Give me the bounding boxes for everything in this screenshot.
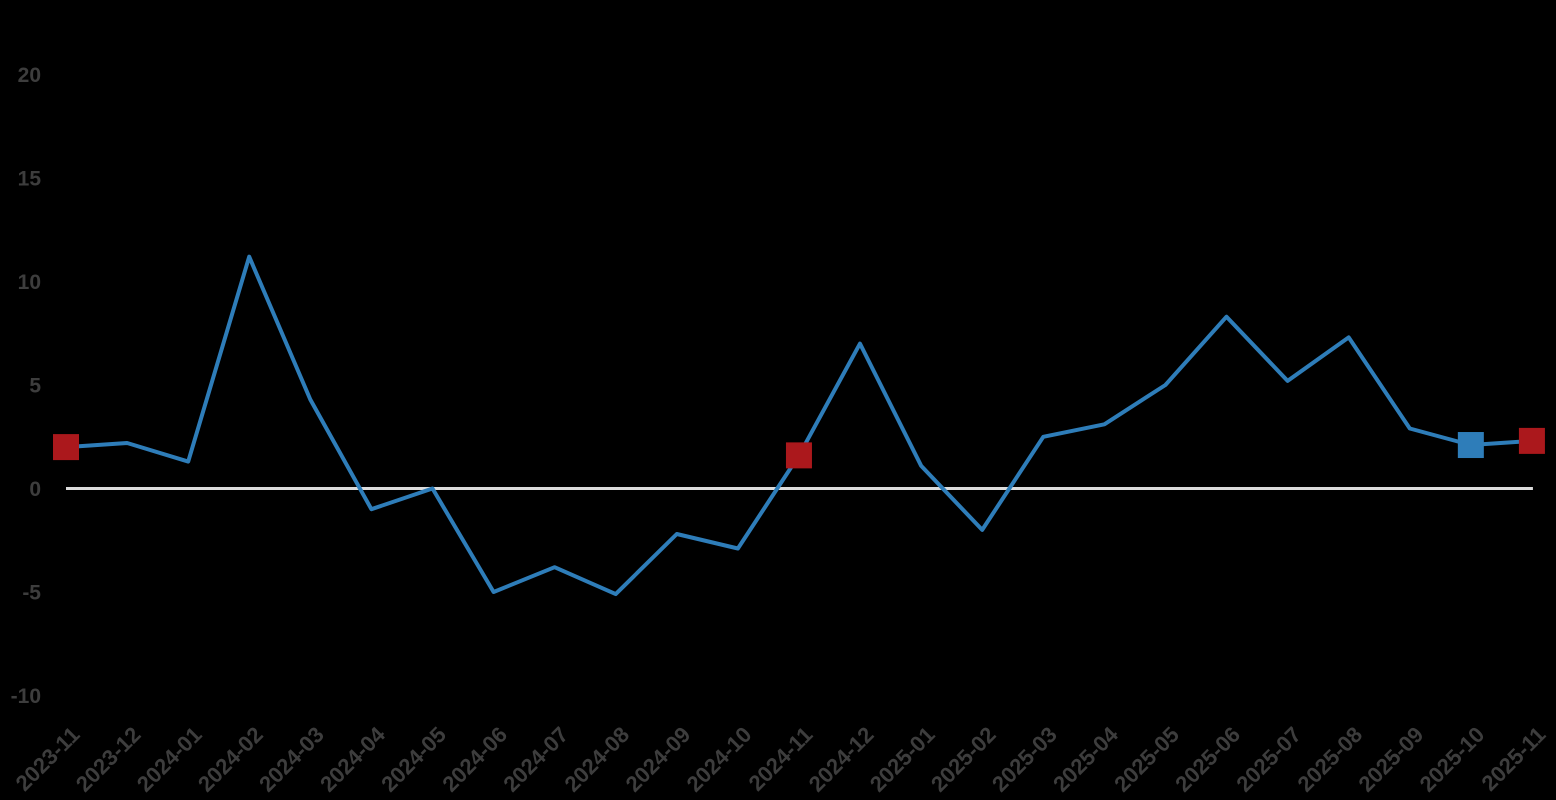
x-axis-tick-label: 2024-06 — [437, 722, 512, 797]
y-axis-tick-label: 0 — [29, 478, 41, 501]
x-axis-tick-label: 2023-12 — [71, 722, 146, 797]
x-axis-tick-label: 2024-05 — [376, 722, 451, 797]
x-axis-tick-label: 2024-09 — [621, 722, 696, 797]
x-axis-tick-label: 2024-01 — [132, 722, 207, 797]
x-axis-tick-label: 2025-11 — [1477, 722, 1551, 796]
y-axis-tick-label: 20 — [18, 64, 41, 87]
red-square-marker — [53, 434, 79, 461]
x-axis-tick-label: 2025-06 — [1170, 722, 1245, 797]
x-axis-tick-label: 2024-07 — [498, 722, 573, 797]
x-axis-tick-label: 2025-08 — [1292, 722, 1367, 797]
y-axis-tick-label: -5 — [22, 582, 41, 605]
y-axis-tick-label: -10 — [11, 685, 41, 708]
x-axis-tick-label: 2025-05 — [1109, 722, 1184, 797]
x-axis-tick-label: 2025-02 — [926, 722, 1001, 797]
x-axis-tick-label: 2024-03 — [254, 722, 329, 797]
red-square-marker — [1518, 427, 1545, 454]
y-axis-tick-label: 10 — [18, 271, 41, 294]
x-axis-tick-label: 2025-01 — [865, 722, 940, 797]
blue-square-marker — [1457, 432, 1484, 459]
x-axis-tick-label: 2025-09 — [1354, 722, 1429, 797]
x-axis-tick-label: 2024-04 — [315, 721, 390, 796]
x-axis-tick-label: 2024-12 — [804, 722, 879, 797]
x-axis-tick-label: 2024-10 — [682, 722, 757, 797]
y-axis-tick-label: 15 — [18, 168, 42, 191]
data-series-line — [64, 254, 1534, 597]
x-axis-tick-label: 2024-08 — [559, 722, 634, 797]
x-axis-tick-label: 2024-02 — [193, 722, 268, 797]
red-square-marker — [785, 442, 812, 469]
x-axis-tick-label: 2025-07 — [1231, 722, 1306, 797]
x-axis-tick-label: 2024-11 — [744, 722, 818, 796]
x-axis-tick-label: 2025-03 — [987, 722, 1062, 797]
x-axis-tick-label: 2025-04 — [1048, 721, 1123, 796]
x-axis-tick-label: 2025-10 — [1415, 722, 1490, 797]
x-axis-tick-label: 2023-11 — [11, 722, 85, 796]
y-axis-tick-label: 5 — [29, 375, 41, 398]
